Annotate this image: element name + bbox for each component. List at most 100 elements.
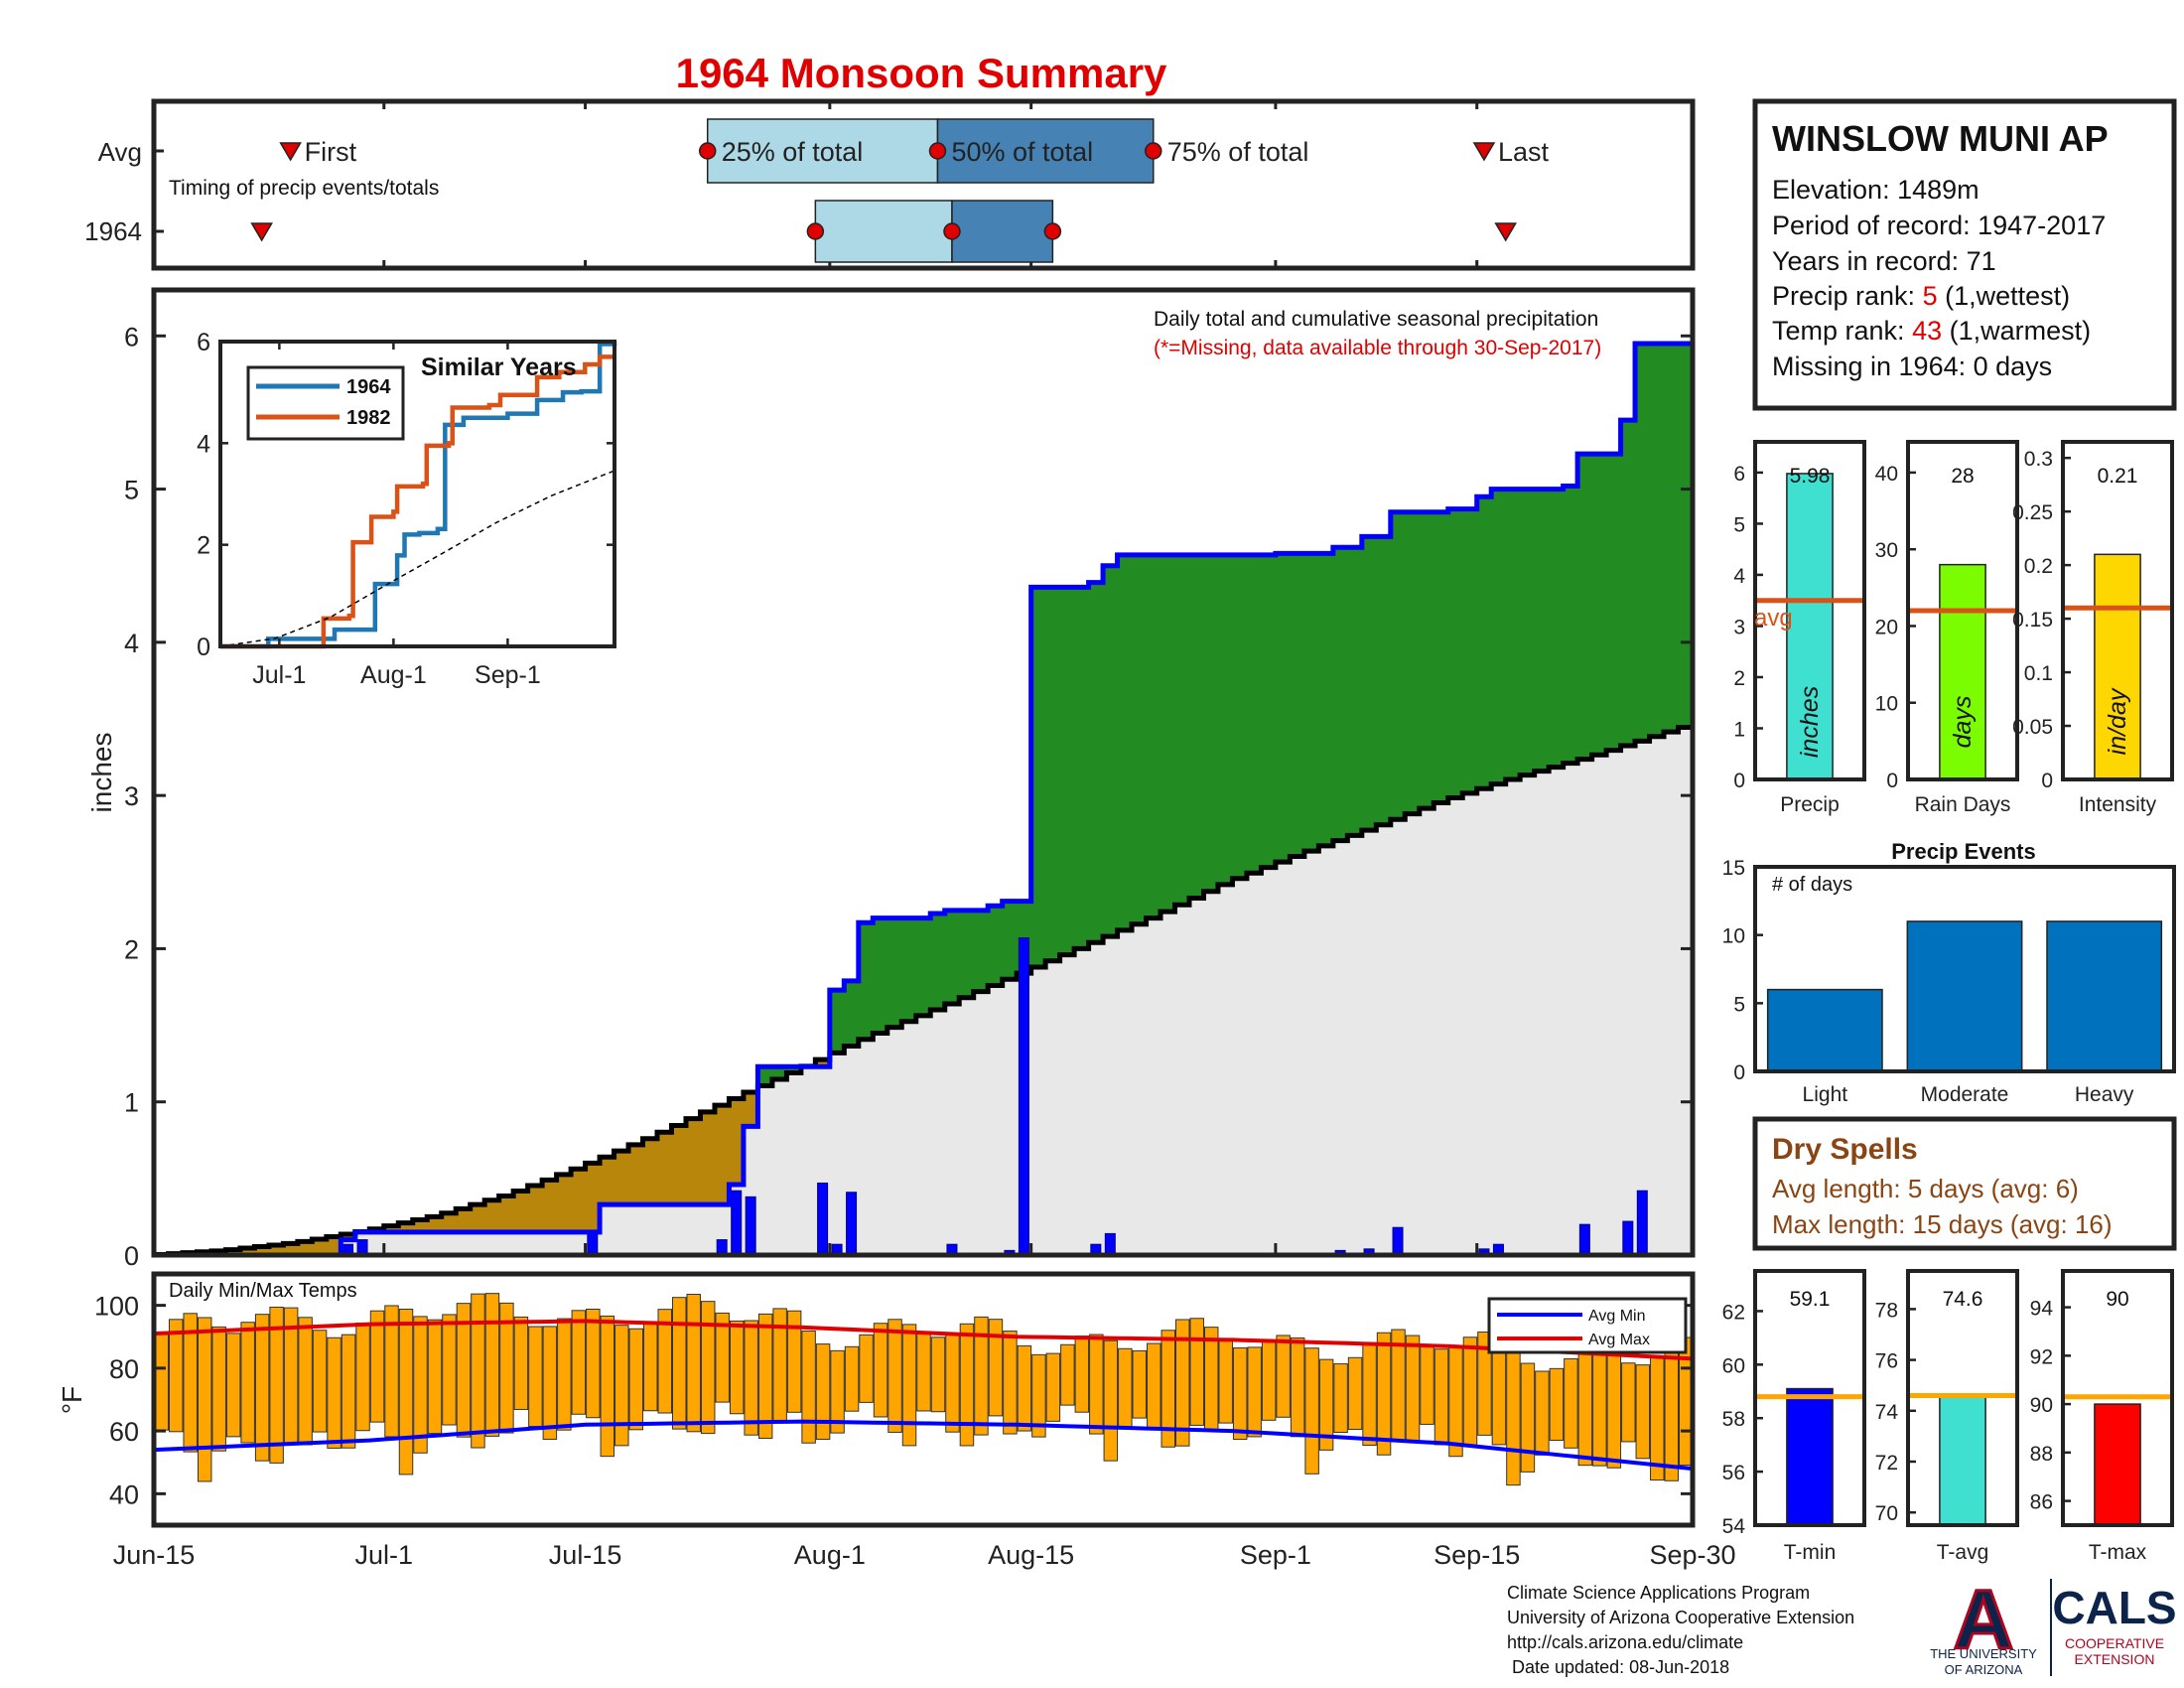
panel-ytick-label-precip-1: 1 [1733,718,1745,741]
panel-frame-t-avg [1906,1269,2019,1527]
temp-bar-day-82 [1333,1363,1348,1434]
temp-bar-day-23 [484,1293,500,1437]
temp-bar-day-92 [1477,1332,1492,1436]
university-of-arizona-logo: A THE UNIVERSITY OF ARIZONA [1930,1572,2052,1677]
timing-marker-p25-avg [698,142,717,160]
avg-fill-day-79 [1290,856,1305,1255]
temp-bar-day-48 [844,1345,860,1412]
above-avg-fill-day-86 [1390,511,1406,820]
panel-unit-precip: inches [1796,686,1824,758]
temp-bar-day-26 [528,1326,543,1428]
date-axis-label-5: Sep-1 [1240,1540,1311,1570]
avg-fill-day-51 [887,1027,902,1255]
temp-bar-day-105 [1664,1344,1680,1481]
temp-bar-day-73 [1203,1327,1219,1432]
main-plot-marks [154,339,1696,1258]
panel-value-rain-days: 28 [1951,465,1974,488]
above-avg-fill-day-85 [1376,536,1392,825]
events-bar-moderate [1906,920,2023,1072]
events-xlabel-heavy: Heavy [2075,1083,2134,1106]
temp-bar-day-88 [1420,1343,1434,1425]
footer-line-4: Date updated: 08-Jun-2018 [1507,1657,1729,1677]
temp-bar-day-21 [456,1303,472,1438]
station-missing: Missing in 1964: 0 days [1772,352,2052,381]
inset-xtick-label-1: Aug-1 [360,661,427,689]
avg-fill-day-20 [441,1231,457,1255]
events-bar-heavy [2046,920,2163,1072]
avg-fill-day-86 [1390,819,1406,1255]
below-avg-fill-day-25 [513,1191,529,1232]
ua-name-line-1: THE UNIVERSITY [1930,1646,2037,1661]
avg-fill-day-101 [1606,750,1622,1255]
panel-label-t-min: T-min [1784,1541,1837,1564]
below-avg-fill-day-30 [585,1163,601,1232]
events-ytick-label-1: 5 [1733,993,1745,1016]
timing-triangle-last-avg [1472,142,1496,162]
main-ytick-label-6: 6 [124,322,139,352]
avg-fill-day-77 [1261,867,1277,1255]
daily-precip-bar-8 [846,1192,858,1256]
temp-bar-day-47 [830,1349,845,1434]
main-ylabel: inches [86,733,117,813]
above-avg-fill-day-74 [1217,554,1234,885]
panel-ytick-label-t-max-3: 92 [2030,1345,2053,1368]
panel-ytick-label-t-avg-4: 78 [1875,1299,1898,1322]
timing-row-avg-label: Avg [98,137,142,167]
avg-fill-day-82 [1332,840,1348,1255]
temp-bar-day-28 [557,1318,572,1431]
panel-frame-rain-days [1906,440,2019,781]
cals-wordmark: CALS [2052,1582,2176,1633]
avg-fill-day-105 [1664,732,1680,1255]
below-avg-fill-day-36 [671,1125,687,1205]
above-avg-fill-day-50 [873,917,888,1034]
temp-frame [151,1271,1696,1528]
temp-title: Daily Min/Max Temps [169,1280,357,1302]
avg-fill-day-69 [1146,917,1161,1255]
dry-spells-avg-length: Avg length: 5 days (avg: 6) [1772,1174,2079,1203]
temp-bar-day-101 [1606,1354,1622,1469]
avg-min-line [153,1419,1694,1472]
temp-bar-day-34 [643,1322,658,1412]
temp-bar-day-84 [1362,1343,1377,1446]
avg-fill-day-18 [412,1231,428,1255]
footer-line-1: Climate Science Applications Program [1507,1583,1810,1603]
station-frame [1752,98,2177,411]
above-avg-fill-day-66 [1103,565,1119,937]
above-avg-fill-day-98 [1563,486,1578,764]
avg-fill-day-38 [700,1204,716,1255]
temp-bar-day-8 [269,1306,284,1464]
inset-xtick-label-0: Jul-1 [252,661,306,689]
events-frame [1753,865,2176,1073]
below-avg-fill-day-31 [600,1157,615,1205]
temp-bar-day-15 [369,1310,385,1423]
temp-bar-day-75 [1232,1347,1248,1441]
above-avg-fill-day-89 [1433,511,1449,803]
temp-bar-day-79 [1290,1336,1305,1438]
station-precip-rank: Precip rank: 5 (1,wettest) [1772,281,2070,311]
avg-fill-day-50 [873,1033,888,1255]
panel-ytick-label-t-max-4: 94 [2030,1298,2054,1321]
station-name: WINSLOW MUNI AP [1772,118,2109,159]
avg-fill-day-54 [930,1009,946,1255]
temp-bar-day-53 [916,1332,931,1412]
inset-axes: 0 2 4 6 Jul-1 Aug-1 Sep-1 [197,329,614,689]
temp-bar-day-24 [499,1302,514,1434]
inset-legend-box [246,365,405,441]
panel-label-t-max: T-max [2089,1541,2147,1564]
footer-line-3: http://cals.arizona.edu/climate [1507,1632,1743,1652]
main-ytick-label-0: 0 [124,1241,139,1271]
temp-bar-day-2 [183,1313,198,1453]
timing-first-label: First [305,137,357,167]
avg-fill-day-83 [1347,835,1363,1255]
below-avg-fill-day-10 [297,1241,313,1255]
below-avg-fill-day-28 [556,1174,572,1232]
date-axis-label-7: Sep-30 [1649,1540,1735,1570]
temp-bar-day-17 [398,1309,414,1476]
inset-ytick-label-3: 6 [197,329,210,356]
ua-name-line-2: OF ARIZONA [1945,1662,2023,1677]
below-avg-fill-day-39 [714,1105,731,1205]
panel-ytick-label-precip-5: 5 [1733,513,1745,536]
temp-marks [153,1293,1694,1486]
timing-p50-label: 50% of total [951,137,1093,167]
